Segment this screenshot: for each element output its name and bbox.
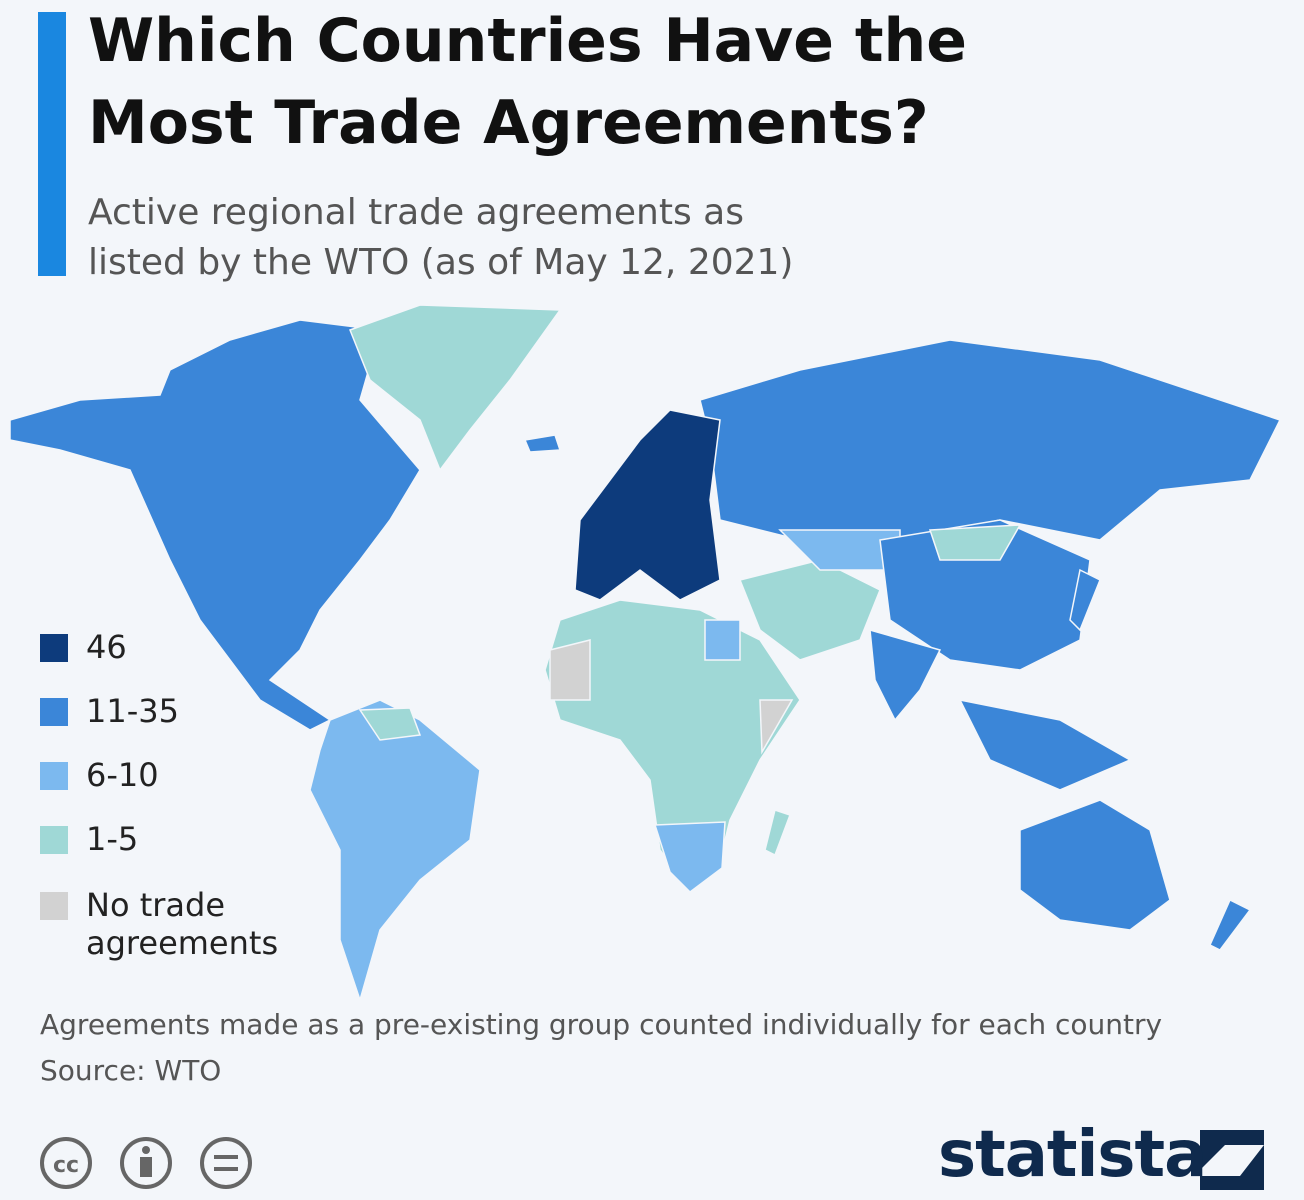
guyana-region bbox=[358, 707, 422, 741]
legend-swatch bbox=[40, 698, 68, 726]
legend-label: 1-5 bbox=[86, 820, 139, 858]
cc-icon bbox=[40, 1137, 92, 1189]
southern-africa bbox=[653, 821, 726, 893]
brand: statista bbox=[938, 1118, 1207, 1192]
egypt bbox=[704, 619, 741, 661]
legend-label: 11-35 bbox=[86, 692, 179, 730]
north-america bbox=[9, 319, 421, 731]
accent-bar bbox=[38, 12, 66, 276]
legend-label: No trade agreements bbox=[86, 886, 279, 962]
japan bbox=[1069, 568, 1101, 632]
southeast-asia bbox=[958, 698, 1132, 791]
logo-shape bbox=[1200, 1145, 1264, 1190]
title: Which Countries Have the Most Trade Agre… bbox=[88, 6, 967, 158]
logo-shape bbox=[1200, 1130, 1264, 1170]
mongolia bbox=[928, 524, 1022, 561]
source: Source: WTO bbox=[40, 1054, 222, 1087]
europe bbox=[574, 409, 721, 601]
cc-text: cc bbox=[53, 1153, 79, 1178]
footnote: Agreements made as a pre-existing group … bbox=[40, 1008, 1163, 1041]
subtitle: Active regional trade agreements as list… bbox=[88, 192, 794, 283]
nd-icon bbox=[200, 1137, 252, 1189]
legend-label: 6-10 bbox=[86, 756, 159, 794]
legend-swatch bbox=[40, 634, 68, 662]
iceland bbox=[523, 434, 562, 453]
by-head bbox=[142, 1146, 150, 1154]
horn-gap bbox=[759, 699, 794, 755]
australia bbox=[1019, 799, 1171, 931]
india bbox=[869, 628, 942, 722]
by-icon bbox=[120, 1137, 172, 1189]
by-body bbox=[140, 1157, 152, 1177]
sahara-gap bbox=[549, 639, 591, 701]
south-america bbox=[309, 699, 481, 1003]
legend-label: 46 bbox=[86, 628, 127, 666]
legend-swatch bbox=[40, 762, 68, 790]
brand-logo bbox=[1200, 1130, 1264, 1190]
legend-swatch bbox=[40, 892, 68, 920]
license-icons bbox=[40, 1137, 252, 1189]
new-zealand bbox=[1209, 898, 1252, 951]
russia bbox=[699, 339, 1282, 541]
madagascar bbox=[764, 809, 791, 857]
greenland bbox=[349, 304, 562, 472]
legend-swatch bbox=[40, 826, 68, 854]
